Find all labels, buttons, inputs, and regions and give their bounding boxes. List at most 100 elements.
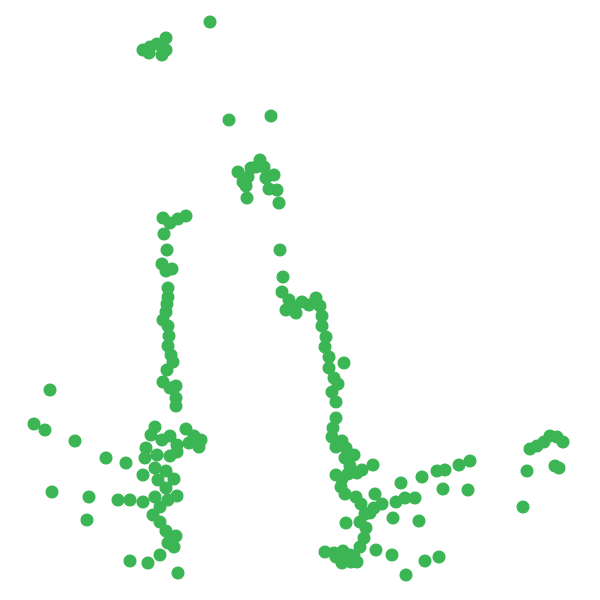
- scatter-point: [169, 399, 183, 413]
- scatter-point: [322, 350, 336, 364]
- scatter-point: [418, 554, 432, 568]
- scatter-point: [99, 451, 113, 465]
- scatter-point: [520, 464, 534, 478]
- scatter-point: [179, 209, 193, 223]
- scatter-point: [350, 555, 364, 569]
- scatter-point: [159, 464, 173, 478]
- scatter-point: [276, 270, 290, 284]
- scatter-point: [399, 568, 413, 582]
- scatter-point: [338, 487, 352, 501]
- scatter-point: [157, 227, 171, 241]
- scatter-point: [68, 434, 82, 448]
- scatter-point: [161, 281, 175, 295]
- scatter-point: [111, 493, 125, 507]
- scatter-point: [80, 513, 94, 527]
- scatter-point: [240, 191, 254, 205]
- scatter-point: [141, 556, 155, 570]
- scatter-point: [159, 43, 173, 57]
- scatter-point: [337, 356, 351, 370]
- scatter-point: [436, 482, 450, 496]
- scatter-point: [194, 433, 208, 447]
- scatter-point: [270, 183, 284, 197]
- scatter-point: [432, 550, 446, 564]
- scatter-point: [43, 383, 57, 397]
- scatter-point: [159, 481, 173, 495]
- scatter-point: [394, 476, 408, 490]
- scatter-point: [136, 495, 150, 509]
- data-points: [27, 15, 570, 582]
- scatter-point: [438, 463, 452, 477]
- scatter-point: [264, 109, 278, 123]
- scatter-point: [289, 306, 303, 320]
- scatter-point: [272, 196, 286, 210]
- scatter-point: [27, 417, 41, 431]
- scatter-point: [170, 445, 184, 459]
- scatter-point: [82, 490, 96, 504]
- scatter-point: [138, 451, 152, 465]
- scatter-point: [315, 309, 329, 323]
- scatter-point: [148, 490, 162, 504]
- scatter-point: [38, 423, 52, 437]
- scatter-point: [267, 168, 281, 182]
- scatter-point: [412, 514, 426, 528]
- scatter-point: [151, 473, 165, 487]
- scatter-point: [153, 548, 167, 562]
- scatter-point: [359, 521, 373, 535]
- scatter-point: [386, 511, 400, 525]
- scatter-point: [257, 160, 271, 174]
- scatter-point: [329, 395, 343, 409]
- scatter-point: [231, 165, 245, 179]
- scatter-point: [123, 493, 137, 507]
- scatter-point: [136, 468, 150, 482]
- scatter-point: [150, 448, 164, 462]
- scatter-point: [279, 303, 293, 317]
- scatter-point: [347, 448, 361, 462]
- scatter-point: [169, 379, 183, 393]
- scatter-point: [123, 554, 137, 568]
- scatter-point: [354, 497, 368, 511]
- scatter-point: [167, 540, 181, 554]
- scatter-point: [318, 340, 332, 354]
- scatter-point: [319, 330, 333, 344]
- scatter-point: [385, 548, 399, 562]
- scatter-point: [368, 487, 382, 501]
- scatter-point: [165, 262, 179, 276]
- scatter-point: [163, 429, 177, 443]
- scatter-point: [552, 461, 566, 475]
- scatter-point: [162, 329, 176, 343]
- scatter-point: [355, 463, 369, 477]
- scatter-point: [325, 385, 339, 399]
- scatter-point: [325, 430, 339, 444]
- scatter-point: [161, 319, 175, 333]
- scatter-point: [119, 456, 133, 470]
- scatter-point: [461, 483, 475, 497]
- scatter-point: [139, 441, 153, 455]
- scatter-point: [142, 46, 156, 60]
- scatter-point: [315, 319, 329, 333]
- scatter-point: [463, 454, 477, 468]
- scatter-point: [222, 113, 236, 127]
- scatter-point: [366, 458, 380, 472]
- scatter-point: [318, 545, 332, 559]
- scatter-point: [408, 491, 422, 505]
- scatter-point: [160, 243, 174, 257]
- scatter-point: [160, 363, 174, 377]
- scatter-point: [171, 566, 185, 580]
- scatter-point: [203, 15, 217, 29]
- scatter-point: [167, 472, 181, 486]
- scatter-point: [159, 524, 173, 538]
- scatter-point: [556, 435, 570, 449]
- scatter-point: [322, 361, 336, 375]
- scatter-point: [369, 543, 383, 557]
- scatter-point: [148, 461, 162, 475]
- scatter-point: [329, 411, 343, 425]
- scatter-point: [389, 495, 403, 509]
- scatter-point: [144, 428, 158, 442]
- scatter-point: [516, 500, 530, 514]
- scatter-point: [452, 458, 466, 472]
- scatter-point: [313, 299, 327, 313]
- scatter-point: [45, 485, 59, 499]
- scatter-point: [339, 516, 353, 530]
- scatter-point: [182, 436, 196, 450]
